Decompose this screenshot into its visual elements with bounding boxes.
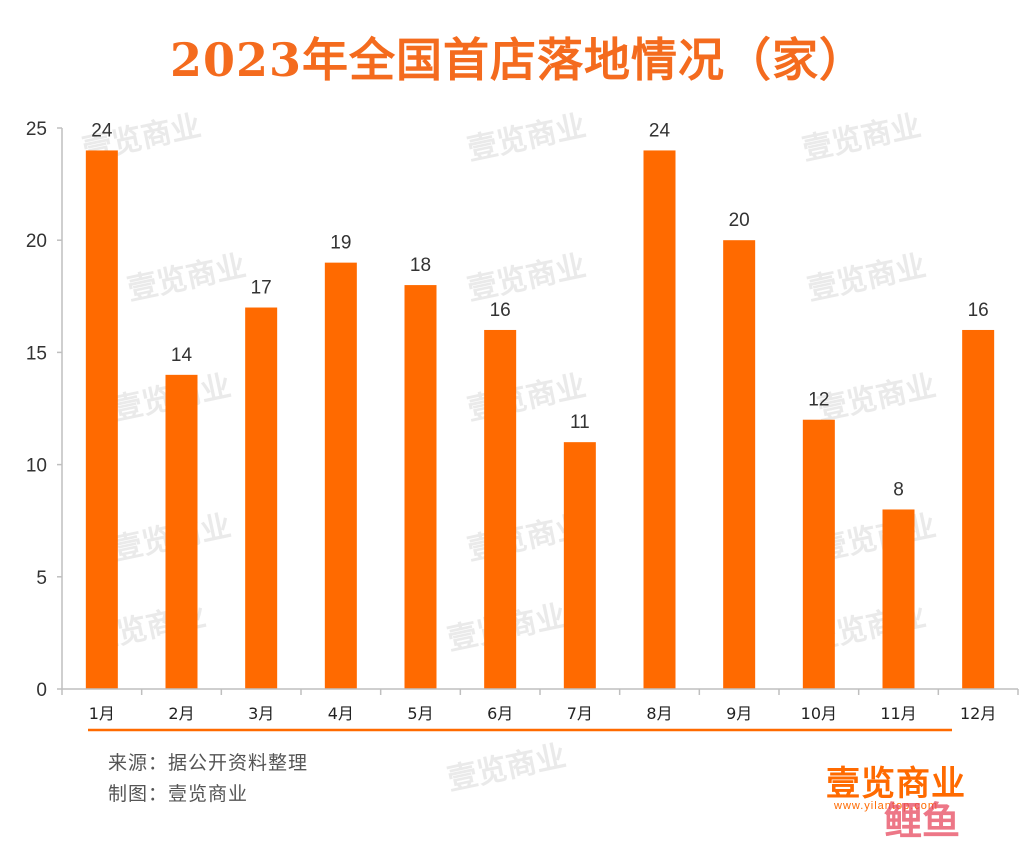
x-tick-label: 7月	[567, 704, 593, 723]
bar-12月	[962, 329, 995, 689]
maker-note: 制图：壹览商业	[108, 783, 249, 805]
chart-title: 2023年全国首店落地情况（家）	[169, 33, 867, 87]
watermark-text: 壹览商业	[464, 109, 589, 168]
watermark-text: 壹览商业	[124, 249, 249, 308]
y-tick-label: 0	[36, 680, 47, 701]
watermark-text: 壹览商业	[444, 739, 569, 798]
bar-4月	[324, 262, 357, 689]
source-note: 来源：据公开资料整理	[108, 752, 309, 774]
x-tick-label: 9月	[726, 704, 752, 723]
bar-5月	[404, 285, 437, 689]
x-tick-label: 2月	[168, 704, 194, 723]
brand-url: www.yilantop.com	[834, 800, 939, 812]
value-label: 16	[968, 300, 989, 321]
x-tick-label: 10月	[801, 704, 837, 723]
value-label: 24	[91, 120, 113, 141]
y-tick-label: 20	[26, 231, 47, 252]
x-tick-label: 6月	[487, 704, 513, 723]
x-tick-label: 5月	[407, 704, 433, 723]
bar-7月	[563, 442, 596, 689]
y-axis: 0 5 10 15 20 25	[26, 119, 63, 701]
y-tick-label: 10	[26, 456, 47, 477]
bar-6月	[484, 329, 517, 689]
bar-9月	[723, 240, 756, 689]
value-label: 14	[171, 345, 193, 366]
bars-group	[85, 150, 995, 689]
value-label: 8	[893, 479, 904, 500]
x-tick-label: 11月	[880, 704, 916, 723]
watermark-text: 壹览商业	[804, 249, 929, 308]
brand-logo: 壹览商业	[826, 764, 966, 804]
bar-2月	[165, 374, 198, 689]
value-label: 11	[570, 412, 590, 433]
x-axis: 1月 2月 3月 4月 5月 6月 7月 8月 9月 10月 11月 12月	[61, 688, 1019, 732]
x-tick-label: 1月	[89, 704, 115, 723]
bar-3月	[245, 307, 278, 689]
value-labels-group: 24 14 17 19 18 16 11 24 20 12 8 16	[91, 120, 988, 500]
watermark-text: 壹览商业	[814, 369, 939, 428]
value-label: 17	[251, 278, 272, 299]
value-label: 24	[649, 120, 671, 141]
bar-10月	[802, 419, 835, 689]
bar-8月	[643, 150, 676, 689]
bar-11月	[882, 509, 915, 689]
x-tick-label: 4月	[328, 704, 354, 723]
value-label: 20	[729, 210, 750, 231]
y-tick-label: 25	[26, 119, 47, 140]
value-label: 18	[410, 255, 431, 276]
x-tick-label: 12月	[960, 704, 996, 723]
watermark-text: 壹览商业	[799, 109, 924, 168]
value-label: 12	[808, 390, 829, 411]
watermark-text: 壹览商业	[464, 249, 589, 308]
value-label: 16	[490, 300, 511, 321]
x-tick-label: 8月	[646, 704, 672, 723]
value-label: 19	[330, 233, 351, 254]
y-tick-label: 15	[26, 343, 47, 364]
x-tick-label: 3月	[248, 704, 274, 723]
corner-watermark: 鲤鱼	[884, 799, 961, 843]
y-tick-label: 5	[36, 568, 47, 589]
bar-1月	[85, 150, 118, 689]
